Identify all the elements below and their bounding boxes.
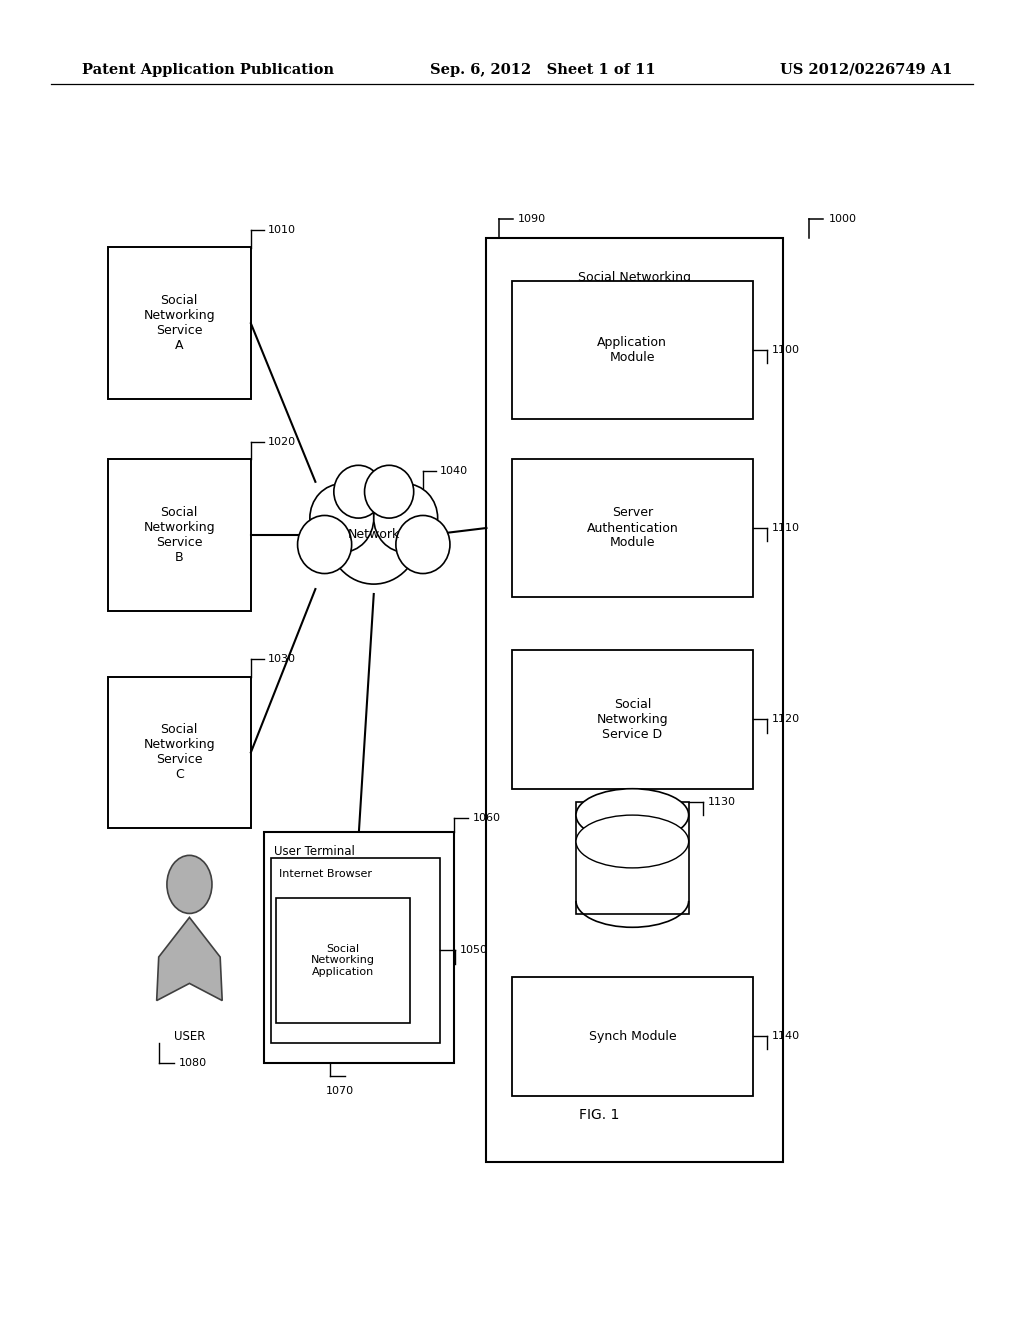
Text: 1050: 1050 bbox=[460, 945, 487, 956]
Bar bbox=[486, 238, 783, 1162]
Text: 1070: 1070 bbox=[326, 1086, 353, 1097]
Text: 1130: 1130 bbox=[709, 797, 736, 807]
Bar bbox=[108, 676, 251, 829]
Ellipse shape bbox=[374, 484, 437, 553]
Text: 1040: 1040 bbox=[440, 466, 468, 477]
Ellipse shape bbox=[575, 814, 689, 869]
Text: FIG. 1: FIG. 1 bbox=[579, 1109, 618, 1122]
Text: Social
Networking
Service
C: Social Networking Service C bbox=[143, 723, 215, 781]
Text: 1110: 1110 bbox=[772, 523, 800, 533]
Text: Internet Browser: Internet Browser bbox=[279, 869, 372, 879]
Text: 1100: 1100 bbox=[772, 345, 800, 355]
Text: 1140: 1140 bbox=[772, 1031, 800, 1041]
Text: 1030: 1030 bbox=[268, 655, 296, 664]
Text: Application
Module: Application Module bbox=[597, 335, 668, 364]
Text: Network: Network bbox=[347, 528, 400, 541]
Text: User Terminal: User Terminal bbox=[274, 845, 355, 858]
Text: 1080: 1080 bbox=[179, 1057, 207, 1068]
Ellipse shape bbox=[310, 484, 374, 553]
Bar bbox=[264, 832, 454, 1063]
Text: Social
Networking
Service
A: Social Networking Service A bbox=[143, 294, 215, 352]
Text: US 2012/0226749 A1: US 2012/0226749 A1 bbox=[780, 63, 952, 77]
Ellipse shape bbox=[365, 466, 414, 519]
Bar bbox=[276, 898, 410, 1023]
Text: Social
Networking
Service D: Social Networking Service D bbox=[597, 698, 668, 741]
Text: Synch Module: Synch Module bbox=[589, 1030, 676, 1043]
Text: Patent Application Publication: Patent Application Publication bbox=[82, 63, 334, 77]
Ellipse shape bbox=[396, 516, 450, 573]
Bar bbox=[512, 281, 753, 420]
Text: 1000: 1000 bbox=[828, 214, 856, 224]
Text: 1090: 1090 bbox=[518, 214, 546, 224]
Bar bbox=[512, 977, 753, 1096]
Bar bbox=[575, 801, 688, 913]
Text: 1120: 1120 bbox=[772, 714, 800, 725]
Bar bbox=[512, 649, 753, 788]
PathPatch shape bbox=[157, 917, 222, 1001]
Text: USER: USER bbox=[174, 1030, 205, 1043]
Bar bbox=[108, 459, 251, 610]
Text: Sep. 6, 2012   Sheet 1 of 11: Sep. 6, 2012 Sheet 1 of 11 bbox=[430, 63, 655, 77]
Bar bbox=[108, 248, 251, 399]
Text: Social
Networking
Application: Social Networking Application bbox=[311, 944, 375, 977]
Circle shape bbox=[167, 855, 212, 913]
Text: 1060: 1060 bbox=[473, 813, 501, 824]
Text: Social Networking
Application Service: Social Networking Application Service bbox=[574, 271, 695, 298]
Ellipse shape bbox=[298, 516, 351, 573]
Text: Server
Authentication
Module: Server Authentication Module bbox=[587, 507, 678, 549]
Bar bbox=[512, 459, 753, 597]
Ellipse shape bbox=[334, 466, 383, 519]
Ellipse shape bbox=[328, 486, 420, 583]
Text: Social
Networking
Service
B: Social Networking Service B bbox=[143, 506, 215, 564]
Text: 1010: 1010 bbox=[268, 226, 296, 235]
Text: 1020: 1020 bbox=[268, 437, 296, 446]
Ellipse shape bbox=[575, 788, 689, 842]
Bar bbox=[271, 858, 440, 1043]
